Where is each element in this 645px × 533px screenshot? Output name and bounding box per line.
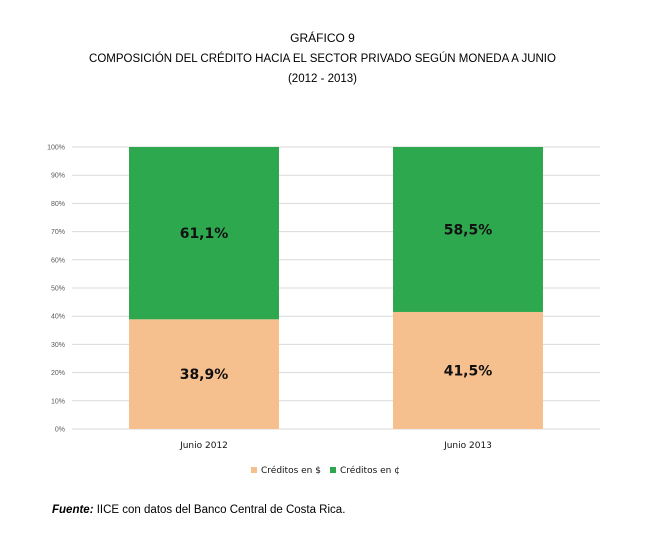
y-tick-label: 50% (51, 286, 65, 293)
chart-title-line2: COMPOSICIÓN DEL CRÉDITO HACIA EL SECTOR … (89, 53, 556, 65)
y-tick-label: 70% (51, 229, 65, 236)
bar-colon-segment (393, 147, 543, 312)
legend-label: Créditos en ¢ (340, 465, 400, 476)
y-tick-label: 20% (51, 370, 65, 377)
chart-title-line3: (2012 - 2013) (287, 73, 358, 85)
data-label: 38,9% (180, 367, 229, 383)
chart-title-line1: GRÁFICO 9 (290, 31, 355, 45)
data-label: 61,1% (180, 226, 229, 242)
bar-colon-segment (129, 147, 279, 320)
y-tick-label: 30% (51, 342, 65, 349)
legend-label: Créditos en $ (261, 465, 321, 476)
legend-swatch (330, 467, 336, 473)
y-tick-label: 90% (51, 173, 65, 180)
y-tick-label: 40% (51, 314, 65, 321)
source-note: Fuente: IICE con datos del Banco Central… (52, 504, 345, 516)
source-label: Fuente: (52, 504, 94, 516)
source-text: IICE con datos del Banco Central de Cost… (93, 504, 346, 516)
legend-swatch (251, 467, 257, 473)
x-category-label: Junio 2012 (179, 441, 228, 451)
data-label: 41,5% (444, 363, 493, 379)
y-tick-label: 10% (51, 398, 65, 405)
bar-dollar-segment (129, 319, 279, 429)
y-tick-label: 60% (51, 257, 65, 264)
y-tick-label: 100% (47, 145, 65, 152)
x-category-label: Junio 2013 (443, 441, 492, 451)
data-label: 58,5% (444, 222, 493, 238)
y-tick-label: 0% (55, 427, 65, 434)
y-tick-label: 80% (51, 201, 65, 208)
bar-dollar-segment (393, 311, 543, 429)
